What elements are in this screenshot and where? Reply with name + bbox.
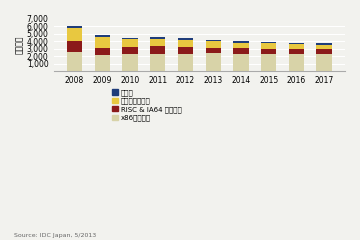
Bar xyxy=(316,54,332,71)
Bar xyxy=(67,28,82,41)
Bar xyxy=(95,37,110,48)
Bar xyxy=(122,39,138,47)
Bar xyxy=(289,43,304,44)
Bar xyxy=(233,48,248,54)
Bar xyxy=(67,41,82,52)
Bar xyxy=(206,41,221,48)
Bar xyxy=(67,26,82,28)
Bar xyxy=(316,49,332,54)
Bar xyxy=(150,37,165,39)
Legend: その他, メインフレーム, RISC & IA64 サーバー, x86サーバー: その他, メインフレーム, RISC & IA64 サーバー, x86サーバー xyxy=(109,86,184,124)
Bar xyxy=(122,54,138,71)
Bar xyxy=(95,55,110,71)
Bar xyxy=(122,38,138,39)
Bar xyxy=(67,52,82,71)
Bar xyxy=(261,42,276,43)
Bar xyxy=(261,43,276,49)
Bar xyxy=(122,47,138,54)
Bar xyxy=(150,46,165,54)
Bar xyxy=(289,49,304,54)
Bar xyxy=(261,54,276,71)
Bar xyxy=(233,41,248,43)
Bar xyxy=(150,54,165,71)
Bar xyxy=(206,40,221,41)
Bar xyxy=(206,48,221,53)
Text: Source: IDC Japan, 5/2013: Source: IDC Japan, 5/2013 xyxy=(14,233,96,238)
Bar xyxy=(150,39,165,46)
Bar xyxy=(261,49,276,54)
Bar xyxy=(178,54,193,71)
Bar xyxy=(316,43,332,45)
Bar xyxy=(289,44,304,49)
Bar xyxy=(233,43,248,48)
Bar xyxy=(95,35,110,37)
Bar xyxy=(233,54,248,71)
Bar xyxy=(206,53,221,71)
Bar xyxy=(289,54,304,71)
Bar xyxy=(178,38,193,40)
Bar xyxy=(95,48,110,55)
Bar xyxy=(316,45,332,49)
Bar xyxy=(178,40,193,47)
Y-axis label: （億円）: （億円） xyxy=(15,36,24,54)
Bar xyxy=(178,47,193,54)
